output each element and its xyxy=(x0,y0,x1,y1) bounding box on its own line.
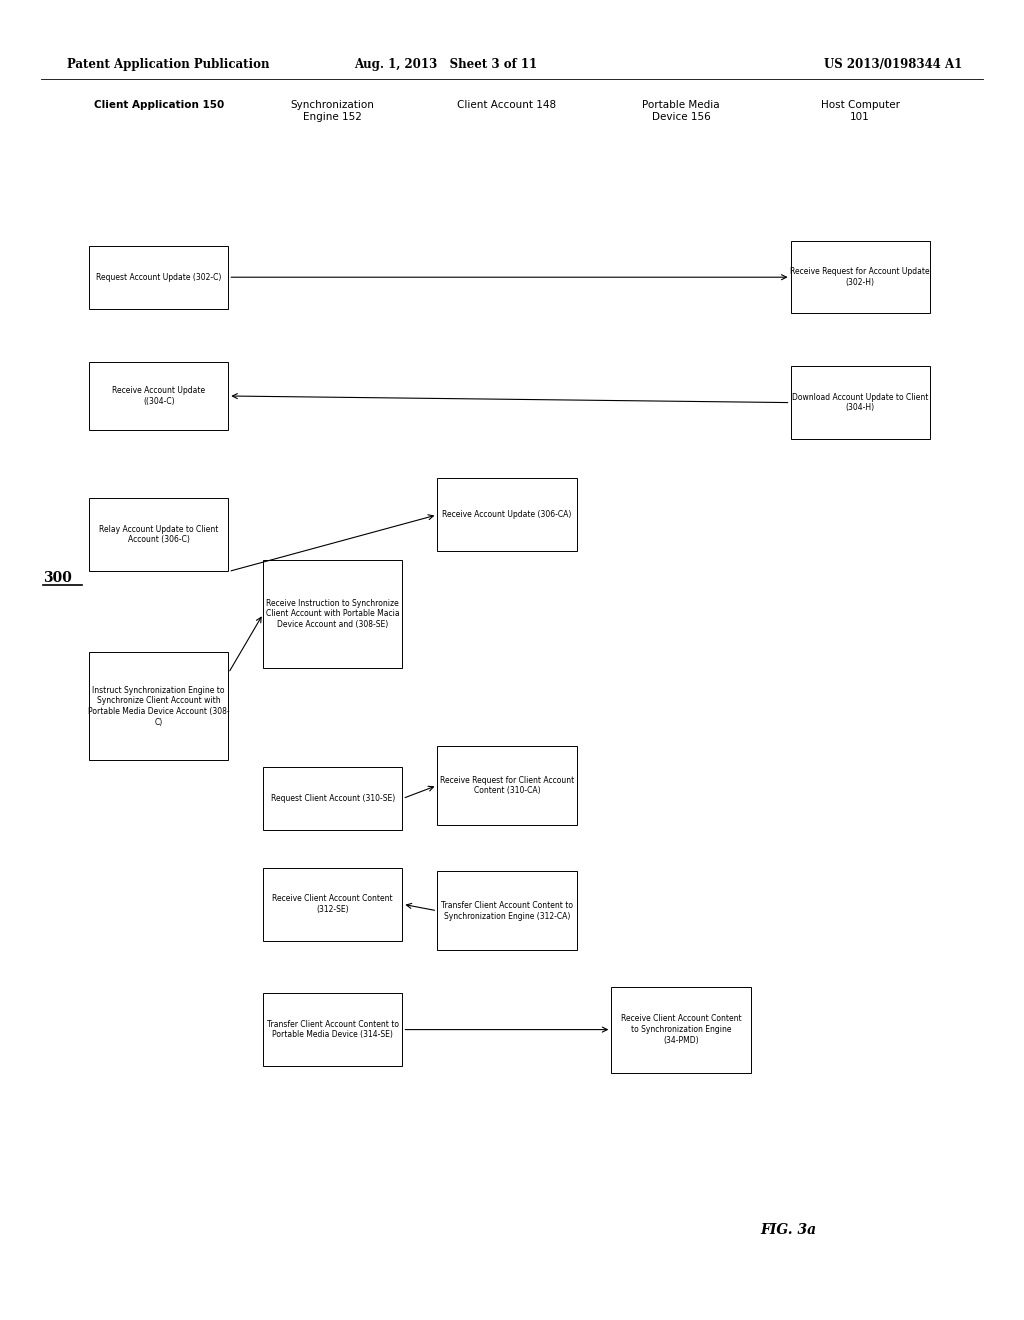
Bar xyxy=(437,479,577,552)
Text: Relay Account Update to Client
Account (306-C): Relay Account Update to Client Account (… xyxy=(99,525,218,544)
Text: Download Account Update to Client
(304-H): Download Account Update to Client (304-H… xyxy=(792,393,929,412)
Text: Aug. 1, 2013   Sheet 3 of 11: Aug. 1, 2013 Sheet 3 of 11 xyxy=(354,58,537,71)
Text: Receive Instruction to Synchronize
Client Account with Portable Macia
Device Acc: Receive Instruction to Synchronize Clien… xyxy=(266,598,399,630)
Text: Receive Client Account Content
(312-SE): Receive Client Account Content (312-SE) xyxy=(272,895,393,913)
Text: 300: 300 xyxy=(43,570,72,585)
Bar xyxy=(89,652,228,760)
Text: Host Computer
101: Host Computer 101 xyxy=(820,100,900,121)
Text: Transfer Client Account Content to
Portable Media Device (314-SE): Transfer Client Account Content to Porta… xyxy=(267,1020,398,1039)
Bar xyxy=(791,366,930,438)
Text: Client Account 148: Client Account 148 xyxy=(458,100,556,111)
Text: Receive Client Account Content
to Synchronization Engine
(34-PMD): Receive Client Account Content to Synchr… xyxy=(621,1014,741,1045)
Bar xyxy=(263,869,402,940)
Text: Request Client Account (310-SE): Request Client Account (310-SE) xyxy=(270,795,395,803)
Bar xyxy=(611,987,751,1072)
Text: US 2013/0198344 A1: US 2013/0198344 A1 xyxy=(824,58,963,71)
Bar xyxy=(437,871,577,950)
Text: Receive Request for Account Update
(302-H): Receive Request for Account Update (302-… xyxy=(791,268,930,286)
Bar xyxy=(263,560,402,668)
Bar xyxy=(791,240,930,313)
Text: Client Application 150: Client Application 150 xyxy=(93,100,224,111)
Bar xyxy=(263,767,402,830)
Bar xyxy=(89,498,228,570)
Text: Receive Account Update (306-CA): Receive Account Update (306-CA) xyxy=(442,511,571,519)
Text: Request Account Update (302-C): Request Account Update (302-C) xyxy=(96,273,221,281)
Text: Portable Media
Device 156: Portable Media Device 156 xyxy=(642,100,720,121)
Bar xyxy=(263,993,402,1067)
Text: FIG. 3a: FIG. 3a xyxy=(761,1224,816,1237)
Text: Transfer Client Account Content to
Synchronization Engine (312-CA): Transfer Client Account Content to Synch… xyxy=(441,902,572,920)
Text: Receive Account Update
((304-C): Receive Account Update ((304-C) xyxy=(113,387,205,405)
Text: Patent Application Publication: Patent Application Publication xyxy=(67,58,269,71)
Text: Receive Request for Client Account
Content (310-CA): Receive Request for Client Account Conte… xyxy=(439,776,574,795)
Bar xyxy=(89,246,228,309)
Bar xyxy=(89,362,228,430)
Text: Synchronization
Engine 152: Synchronization Engine 152 xyxy=(291,100,375,121)
Text: Instruct Synchronization Engine to
Synchronize Client Account with
Portable Medi: Instruct Synchronization Engine to Synch… xyxy=(88,685,229,727)
Bar xyxy=(437,746,577,825)
